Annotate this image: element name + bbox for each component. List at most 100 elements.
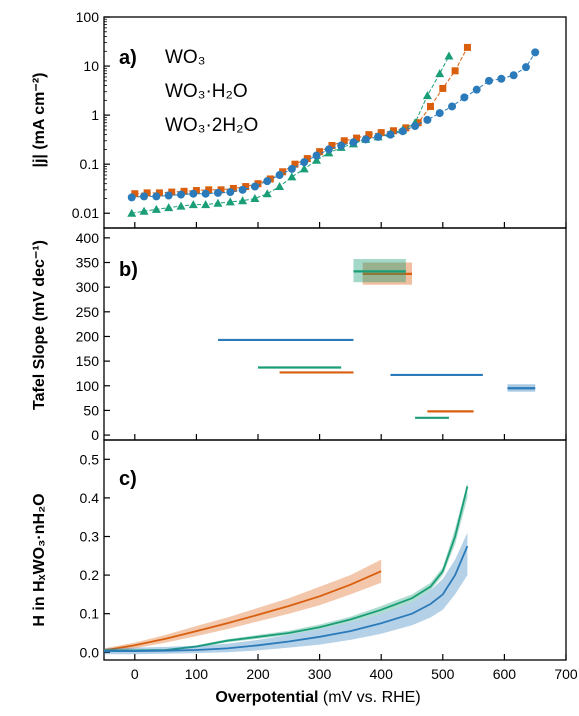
data-point-wo3 bbox=[340, 137, 348, 145]
data-point-wo32h2o bbox=[324, 145, 333, 154]
data-point-wo32h2o bbox=[127, 193, 136, 202]
data-point-wo3h2o bbox=[139, 206, 149, 215]
data-point-wo3 bbox=[205, 186, 213, 194]
panel-b-ytick-label: 300 bbox=[76, 279, 100, 295]
data-point-wo3 bbox=[217, 186, 225, 194]
data-point-wo32h2o bbox=[472, 85, 481, 94]
panel-a-ytick-label: 1 bbox=[91, 107, 99, 123]
data-point-wo3h2o bbox=[299, 164, 309, 173]
data-point-wo3 bbox=[303, 155, 311, 163]
data-point-wo32h2o bbox=[374, 132, 383, 141]
data-point-wo32h2o bbox=[152, 192, 161, 201]
xtick-label: 600 bbox=[493, 666, 517, 682]
data-point-wo32h2o bbox=[509, 71, 518, 80]
data-point-wo3 bbox=[229, 184, 237, 192]
xtick-label: 700 bbox=[554, 666, 578, 682]
data-point-wo32h2o bbox=[177, 190, 185, 199]
data-point-wo3h2o bbox=[176, 201, 186, 210]
series-line-wo32h2o bbox=[131, 52, 536, 198]
data-point-wo32h2o bbox=[275, 171, 284, 180]
panel-b-ytick-label: 100 bbox=[76, 378, 100, 394]
panel-a-ytick-label: 10 bbox=[83, 58, 99, 74]
data-point-wo3 bbox=[131, 190, 139, 198]
data-point-wo3h2o bbox=[312, 155, 322, 164]
data-point-wo32h2o bbox=[361, 135, 370, 144]
panels: 0.01 0.1 1 10 100 0 50 100 150 200 250 300 350 400 0.0… bbox=[72, 9, 578, 682]
data-point-wo32h2o bbox=[213, 188, 222, 197]
panel-c-ytick-label: 0.3 bbox=[80, 528, 100, 544]
data-point-wo3 bbox=[463, 43, 471, 51]
data-point-wo3h2o bbox=[225, 197, 235, 206]
uncertainty-band-wo3h2o bbox=[104, 482, 468, 652]
panel-c-ytick-label: 0.5 bbox=[80, 451, 100, 467]
data-point-wo32h2o bbox=[460, 93, 469, 102]
data-point-wo32h2o bbox=[485, 76, 493, 85]
data-point-wo32h2o bbox=[497, 74, 506, 83]
panel-b-ytick-label: 200 bbox=[76, 328, 100, 344]
data-point-wo32h2o bbox=[226, 188, 235, 197]
data-point-wo3h2o bbox=[422, 91, 432, 100]
data-point-wo3 bbox=[328, 142, 336, 150]
panel-b-ytick-label: 150 bbox=[76, 353, 100, 369]
uncertainty-band-wo32h2o bbox=[104, 532, 468, 655]
data-point-wo3h2o bbox=[201, 200, 211, 209]
data-point-wo3 bbox=[279, 168, 287, 176]
data-point-wo32h2o bbox=[300, 158, 309, 167]
xtick-label: 0 bbox=[131, 666, 139, 682]
x-axis-label: Overpotential (mV vs. RHE) bbox=[215, 689, 420, 706]
data-point-wo32h2o bbox=[287, 164, 296, 173]
data-point-wo32h2o bbox=[238, 185, 247, 194]
panel-a-ytick-label: 0.01 bbox=[72, 205, 99, 221]
panel-c-label: c) bbox=[119, 468, 137, 490]
data-point-wo3h2o bbox=[435, 69, 445, 78]
panel-c-ytick-label: 0.1 bbox=[80, 606, 100, 622]
data-point-wo3h2o bbox=[287, 172, 297, 181]
panel-a-ytick-label: 100 bbox=[76, 9, 100, 25]
data-point-wo3 bbox=[155, 189, 163, 197]
xtick-label: 500 bbox=[431, 666, 455, 682]
x-axis-label-rest: (mV vs. RHE) bbox=[318, 689, 420, 706]
data-point-wo32h2o bbox=[189, 189, 198, 198]
data-point-wo32h2o bbox=[448, 102, 457, 111]
xtick-label: 400 bbox=[370, 666, 394, 682]
data-point-wo3h2o bbox=[164, 203, 174, 212]
series-line-wo3 bbox=[103, 570, 382, 652]
data-point-wo32h2o bbox=[164, 191, 173, 200]
xtick-label: 200 bbox=[246, 666, 270, 682]
x-axis-label-bold: Overpotential bbox=[215, 689, 318, 706]
data-point-wo3 bbox=[377, 129, 385, 137]
data-point-wo3 bbox=[168, 188, 176, 196]
data-point-wo32h2o bbox=[312, 151, 321, 160]
data-point-wo3 bbox=[451, 67, 459, 75]
data-point-wo3 bbox=[365, 131, 373, 139]
panel-b-ytick-label: 0 bbox=[91, 427, 99, 443]
data-point-wo3 bbox=[254, 180, 262, 188]
data-point-wo32h2o bbox=[386, 130, 395, 139]
data-point-wo32h2o bbox=[349, 138, 358, 147]
panel-a-label: a) bbox=[119, 47, 137, 69]
series-line-wo3h2o bbox=[131, 55, 450, 214]
data-point-wo32h2o bbox=[435, 109, 444, 118]
legend-wo32h2o: WO₃·2H₂O bbox=[165, 115, 258, 136]
data-point-wo3 bbox=[426, 102, 434, 110]
data-point-wo3 bbox=[180, 187, 188, 195]
data-point-wo3 bbox=[291, 160, 299, 168]
data-point-wo3h2o bbox=[262, 189, 272, 198]
panel-a-ylabel: |j| (mA cm⁻²) bbox=[31, 72, 48, 167]
series-line-wo3h2o bbox=[104, 486, 469, 652]
panel-c-ytick-label: 0.2 bbox=[80, 567, 100, 583]
panel-c-ylabel: H in HₓWO₃·nH₂O bbox=[31, 493, 48, 626]
data-point-wo3h2o bbox=[188, 200, 198, 209]
data-point-wo3h2o bbox=[250, 193, 260, 202]
data-point-wo32h2o bbox=[423, 115, 432, 124]
data-point-wo3 bbox=[439, 84, 447, 92]
panel-b-ytick-label: 50 bbox=[83, 402, 99, 418]
data-point-wo3h2o bbox=[213, 198, 223, 207]
data-point-wo32h2o bbox=[250, 182, 259, 191]
data-point-wo3h2o bbox=[238, 196, 248, 205]
data-point-wo32h2o bbox=[263, 177, 272, 186]
xtick-label: 100 bbox=[185, 666, 209, 682]
data-point-wo32h2o bbox=[521, 63, 530, 72]
data-point-wo32h2o bbox=[531, 48, 540, 57]
